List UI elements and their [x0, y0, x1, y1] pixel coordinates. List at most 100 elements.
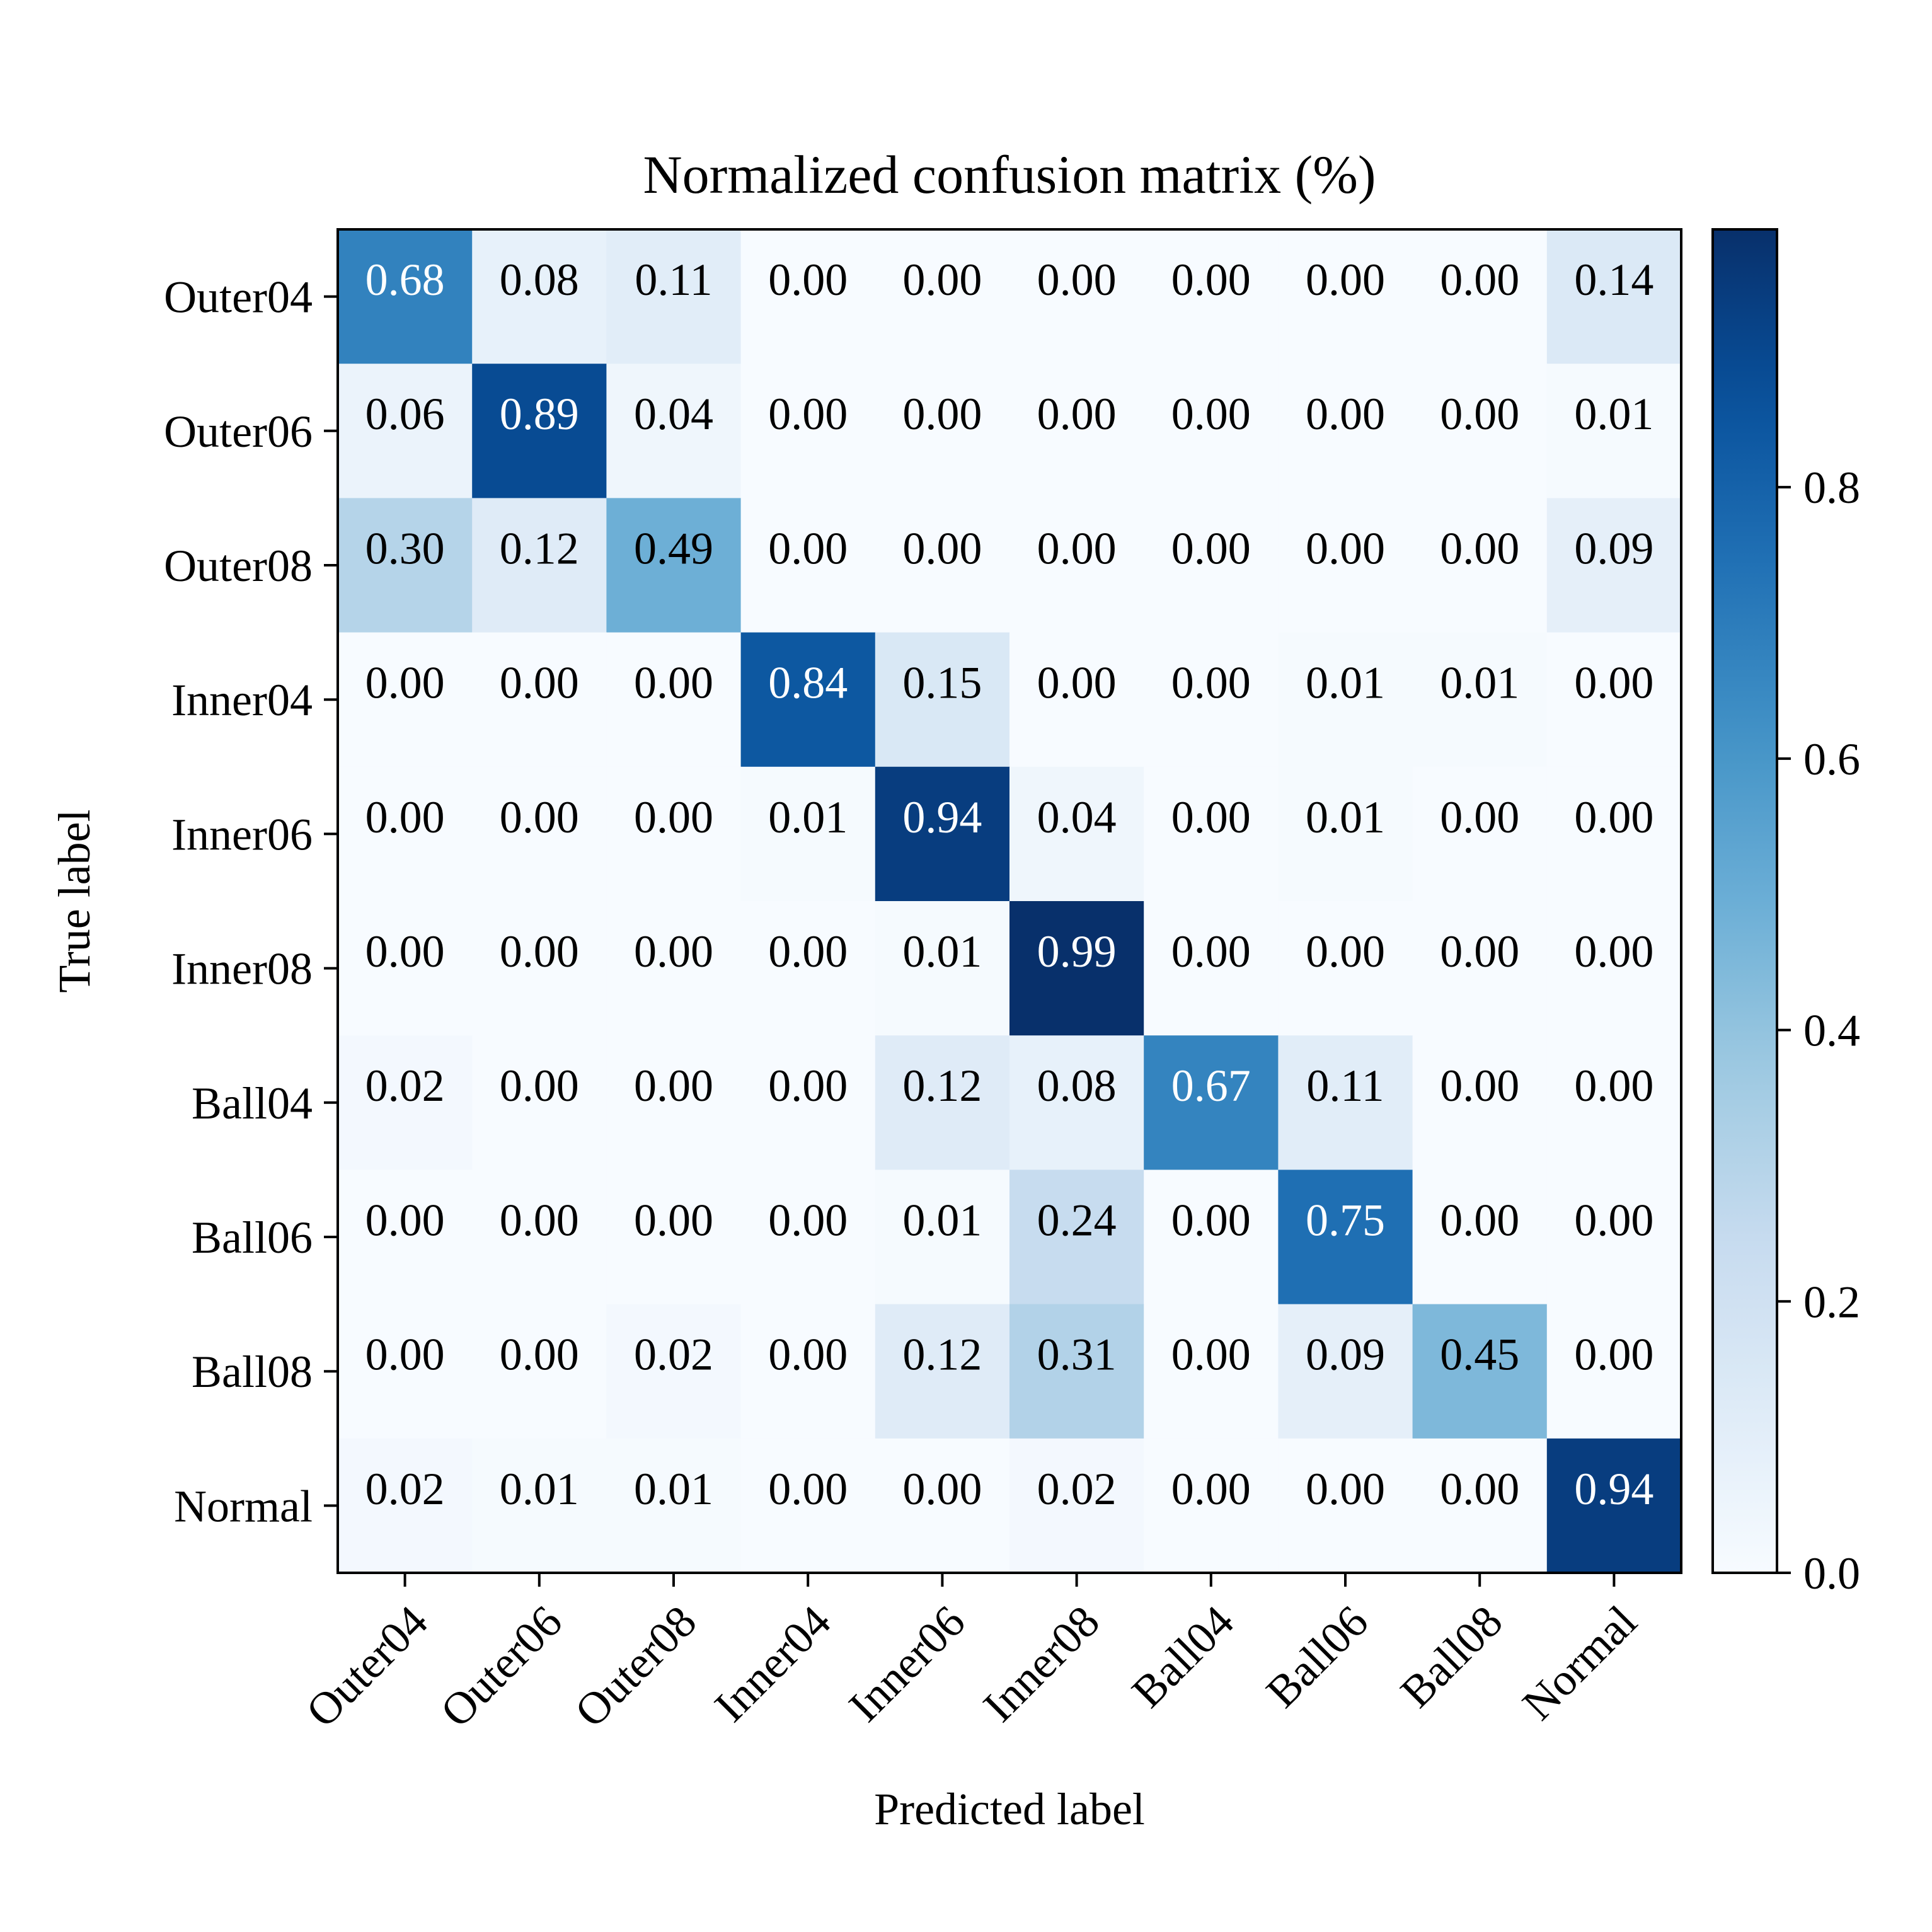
- heatmap-cell: [875, 364, 1010, 498]
- cell-value-label: 0.00: [768, 255, 848, 305]
- cell-value-label: 0.00: [1574, 658, 1653, 708]
- heatmap-cell: [875, 766, 1010, 902]
- cell-value-label: 0.94: [902, 792, 982, 842]
- heatmap-cell: [1546, 901, 1682, 1036]
- cell-value-label: 0.00: [768, 1330, 848, 1380]
- heatmap-cell: [1278, 229, 1413, 364]
- cell-value-label: 0.00: [365, 1330, 445, 1380]
- heatmap-cell: [338, 1304, 473, 1439]
- heatmap-cell: [1144, 766, 1279, 902]
- heatmap-cell: [1278, 364, 1413, 498]
- cell-value-label: 0.12: [902, 1061, 982, 1111]
- cell-value-label: 0.01: [634, 1464, 713, 1514]
- heatmap-cell: [1144, 498, 1279, 633]
- cell-value-label: 0.00: [1171, 1464, 1251, 1514]
- cell-value-label: 0.00: [1171, 926, 1251, 977]
- colorbar-tick-label: 0.2: [1803, 1277, 1860, 1327]
- cell-value-label: 0.08: [1037, 1061, 1117, 1111]
- cell-value-label: 0.00: [500, 1195, 579, 1245]
- heatmap-cell: [472, 766, 607, 902]
- heatmap-cell: [606, 901, 742, 1036]
- heatmap-cell: [875, 229, 1010, 364]
- cell-value-label: 0.04: [634, 389, 713, 439]
- cell-value-label: 0.00: [634, 792, 713, 842]
- cell-value-label: 0.84: [768, 658, 848, 708]
- cell-value-label: 0.00: [634, 1061, 713, 1111]
- x-tick-label: Inner04: [705, 1596, 841, 1732]
- cell-value-label: 0.00: [365, 658, 445, 708]
- cell-value-label: 0.89: [500, 389, 579, 439]
- cell-value-label: 0.08: [500, 255, 579, 305]
- heatmap-cell: [606, 498, 742, 633]
- y-tick-label: Inner04: [171, 675, 313, 725]
- cell-value-label: 0.00: [768, 1464, 848, 1514]
- heatmap-cell: [1546, 229, 1682, 364]
- heatmap-cell: [1144, 364, 1279, 498]
- cell-value-label: 0.02: [365, 1061, 445, 1111]
- cell-value-label: 0.00: [902, 523, 982, 573]
- cell-value-label: 0.15: [902, 658, 982, 708]
- heatmap-cell: [875, 1304, 1010, 1439]
- heatmap-cell: [472, 229, 607, 364]
- cell-value-label: 0.00: [1440, 523, 1519, 573]
- cell-value-label: 0.00: [1574, 1195, 1653, 1245]
- cell-value-label: 0.01: [1306, 658, 1385, 708]
- heatmap-cell: [1278, 1304, 1413, 1439]
- cell-value-label: 0.11: [1306, 1061, 1384, 1111]
- cell-value-label: 0.00: [1037, 389, 1117, 439]
- cell-value-label: 0.00: [768, 1061, 848, 1111]
- cell-value-label: 0.00: [1306, 523, 1385, 573]
- cell-value-label: 0.00: [1306, 389, 1385, 439]
- heatmap-cell: [740, 229, 876, 364]
- cell-value-label: 0.00: [365, 926, 445, 977]
- cell-value-label: 0.00: [1574, 926, 1653, 977]
- heatmap-cell: [1278, 766, 1413, 902]
- colorbar-tick-label: 0.0: [1803, 1548, 1860, 1599]
- cell-value-label: 0.09: [1306, 1330, 1385, 1380]
- cell-value-label: 0.14: [1574, 255, 1653, 305]
- heatmap-cell: [1278, 498, 1413, 633]
- cell-value-label: 0.06: [365, 389, 445, 439]
- plot-frame: [336, 228, 1682, 1574]
- cell-value-label: 0.00: [768, 1195, 848, 1245]
- heatmap-cell: [1546, 364, 1682, 498]
- cell-value-label: 0.00: [500, 926, 579, 977]
- heatmap-cell: [1412, 1438, 1548, 1573]
- heatmap-cell: [338, 901, 473, 1036]
- heatmap-cell: [472, 1304, 607, 1439]
- heatmap-cell: [338, 1438, 473, 1573]
- cell-value-label: 0.01: [902, 1195, 982, 1245]
- cell-value-label: 0.67: [1171, 1061, 1251, 1111]
- x-tick-label: Inner06: [839, 1596, 975, 1732]
- heatmap-cell: [338, 229, 473, 364]
- cell-value-label: 0.30: [365, 523, 445, 573]
- x-tick-label: Ball04: [1122, 1596, 1243, 1717]
- heatmap-cell: [1144, 1170, 1279, 1305]
- cell-value-label: 0.00: [768, 926, 848, 977]
- y-axis-label: True label: [49, 809, 100, 992]
- cell-value-label: 0.01: [1440, 658, 1519, 708]
- heatmap-cell: [875, 1035, 1010, 1170]
- cell-value-label: 0.00: [1574, 792, 1653, 842]
- cell-value-label: 0.00: [365, 792, 445, 842]
- heatmap-cell: [1546, 1170, 1682, 1305]
- cell-value-label: 0.00: [1574, 1330, 1653, 1380]
- cell-value-label: 0.00: [500, 1061, 579, 1111]
- chart-title: Normalized confusion matrix (%): [643, 144, 1376, 205]
- heatmap-cell: [1546, 1438, 1682, 1573]
- heatmap-cell: [1009, 1438, 1144, 1573]
- colorbar-gradient: [1711, 228, 1778, 1574]
- cell-value-label: 0.00: [1171, 792, 1251, 842]
- heatmap-cell: [606, 766, 742, 902]
- cell-value-label: 0.99: [1037, 926, 1117, 977]
- y-tick-label: Outer04: [164, 272, 313, 323]
- heatmap-cell: [1412, 498, 1548, 633]
- heatmap-cell: [606, 632, 742, 768]
- heatmap-cell: [875, 1438, 1010, 1573]
- cell-value-label: 0.00: [1440, 255, 1519, 305]
- heatmap-cell: [338, 766, 473, 902]
- cell-value-label: 0.00: [365, 1195, 445, 1245]
- heatmap-cell: [1546, 1035, 1682, 1170]
- cell-value-label: 0.00: [1171, 523, 1251, 573]
